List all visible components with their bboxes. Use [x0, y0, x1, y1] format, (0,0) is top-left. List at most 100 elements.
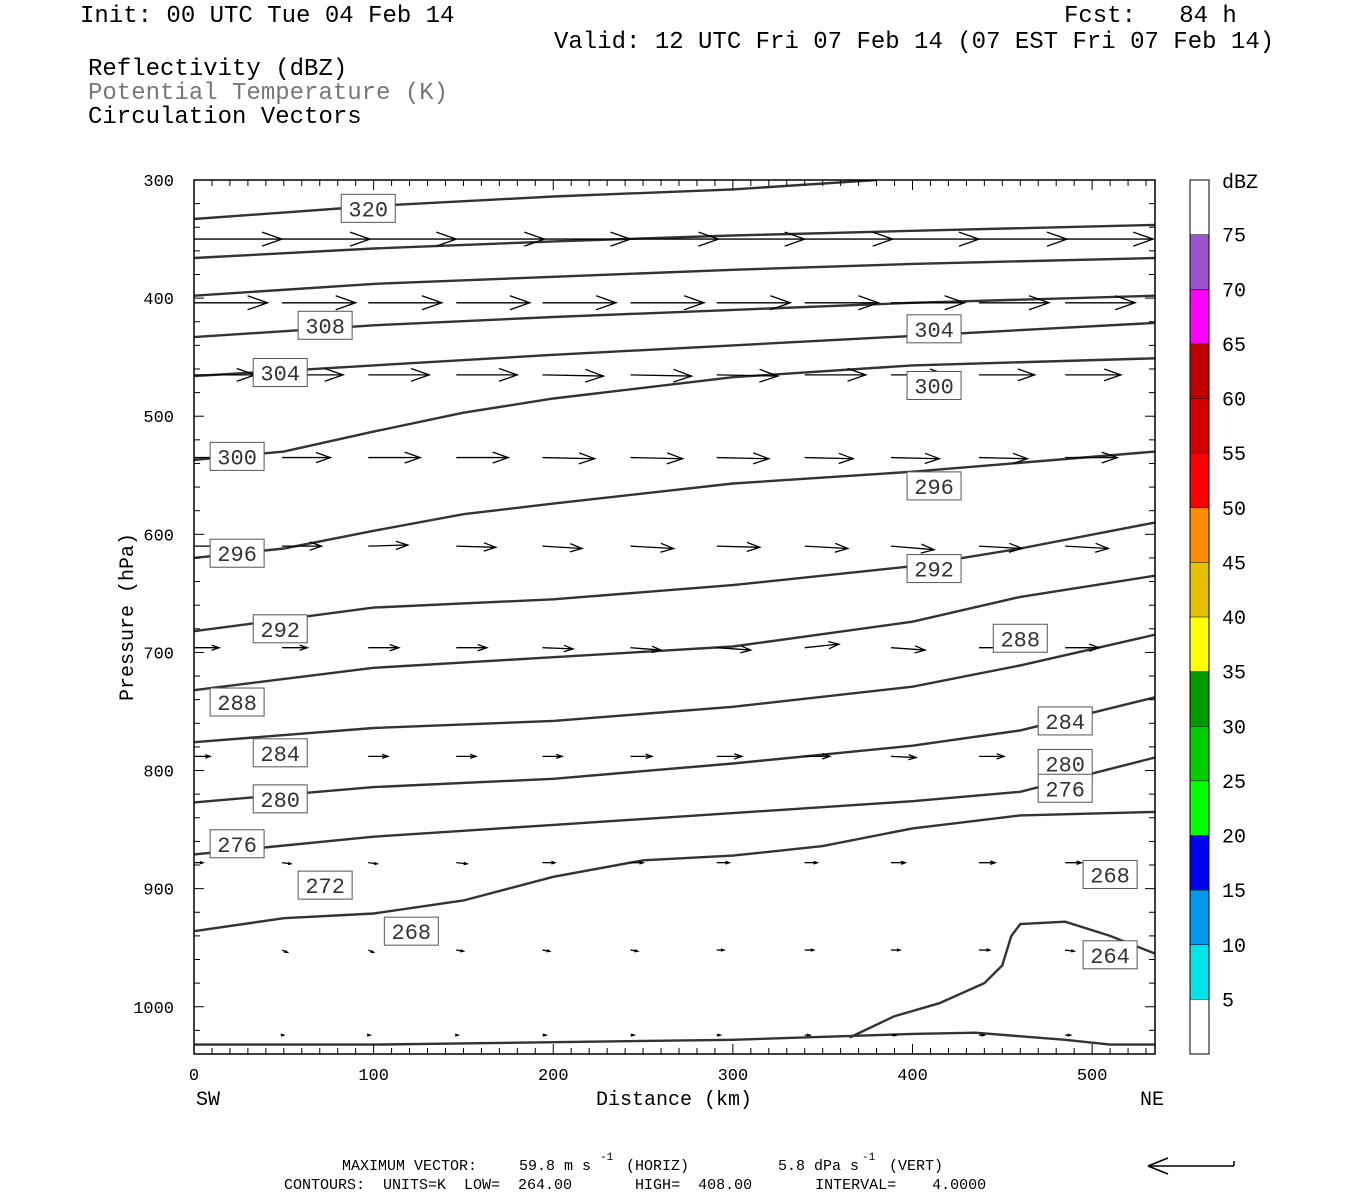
theta-contour-292 [194, 450, 1155, 560]
circulation-vector [1065, 643, 1102, 652]
circulation-vector [456, 451, 511, 464]
circulation-vector [454, 1033, 461, 1037]
circulation-vector [978, 231, 1069, 247]
colorbar-level-label: 10 [1222, 936, 1246, 959]
circulation-vector [281, 861, 293, 866]
colorbar-level-label: 15 [1222, 881, 1246, 904]
circulation-vector [804, 542, 850, 553]
colorbar-level-label: 30 [1222, 717, 1246, 740]
colorbar-level-label: 20 [1222, 827, 1246, 850]
svg-text:280: 280 [260, 789, 300, 814]
circulation-vector [804, 640, 841, 650]
circulation-vector [630, 542, 676, 553]
circulation-vector [1065, 542, 1111, 553]
circulation-vector [890, 1033, 899, 1037]
max-horiz-value: 59.8 m s [519, 1158, 592, 1175]
circulation-vector [890, 543, 937, 554]
circulation-vector [456, 861, 469, 866]
circulation-vector [194, 754, 213, 759]
contour-label-304: 304 [906, 314, 962, 344]
circulation-vector [978, 295, 1051, 311]
colorbar-bin [1190, 180, 1209, 235]
circulation-vector [542, 949, 552, 953]
svg-text:292: 292 [914, 559, 954, 584]
y-tick-label: 300 [143, 173, 174, 192]
circulation-vector [282, 541, 324, 551]
max-vector-label: MAXIMUM VECTOR: [342, 1158, 478, 1175]
circulation-vector [978, 542, 1025, 553]
circulation-vector [1065, 1033, 1073, 1037]
circulation-vector [890, 645, 928, 654]
colorbar-bin [1190, 289, 1209, 344]
svg-text:304: 304 [914, 319, 954, 344]
y-tick-label: 1000 [133, 1000, 174, 1019]
theta-contour-296 [194, 357, 1155, 462]
circulation-vector [456, 949, 466, 953]
svg-text:300: 300 [217, 446, 257, 471]
contour-label-288: 288 [209, 687, 265, 717]
circulation-vector [194, 860, 205, 865]
svg-text:268: 268 [392, 921, 432, 946]
circulation-vector [1065, 860, 1084, 866]
svg-text:308: 308 [305, 315, 345, 340]
colorbar-bin [1190, 617, 1209, 672]
circulation-vector [280, 1033, 286, 1037]
max-horiz-label: (HORIZ) [626, 1158, 690, 1175]
circulation-vector [630, 645, 663, 654]
circulation-vectors [194, 231, 1155, 1037]
circulation-vector [194, 231, 284, 247]
contour-labels: 3203083043043003002962962922922882882842… [209, 193, 1138, 970]
circulation-vector [978, 860, 998, 866]
svg-text:300: 300 [914, 376, 954, 401]
x-tick-label: 200 [538, 1067, 569, 1086]
colorbar-bin [1190, 944, 1209, 1000]
circulation-vector [716, 368, 780, 383]
circulation-vector [368, 540, 410, 551]
circulation-vector [630, 452, 685, 465]
circulation-vector [542, 753, 565, 760]
colorbar-level-label: 60 [1222, 390, 1246, 413]
circulation-vector [368, 861, 380, 866]
svg-text:288: 288 [217, 692, 257, 717]
circulation-vector [194, 644, 222, 651]
contour-label-284: 284 [1037, 706, 1093, 736]
theta-contour-268 [194, 810, 1155, 933]
y-tick-label: 400 [143, 291, 174, 310]
svg-text:284: 284 [1045, 711, 1085, 736]
colorbar-level-label: 65 [1222, 335, 1246, 358]
circulation-vector [456, 753, 478, 760]
x-tick-label: 400 [897, 1067, 928, 1086]
circulation-vector [542, 543, 584, 553]
circulation-vector [890, 860, 908, 865]
circulation-vector [630, 753, 654, 760]
circulation-vector [282, 451, 333, 464]
y-tick-labels: 300 400 500 600 700 800 900 1000 [133, 173, 174, 1019]
colorbar-level-label: 45 [1222, 553, 1246, 576]
circulation-vector [367, 949, 376, 954]
colorbar-bin [1190, 398, 1209, 454]
svg-text:276: 276 [1045, 778, 1085, 803]
field-vectors: Circulation Vectors [88, 104, 362, 131]
colorbar-level-label: 40 [1222, 608, 1246, 631]
svg-text:288: 288 [1000, 628, 1040, 653]
circulation-vector [542, 644, 575, 653]
theta-contour-280 [194, 633, 1155, 744]
theta-contour-276 [194, 696, 1155, 804]
svg-text:320: 320 [348, 198, 388, 223]
svg-text:292: 292 [260, 619, 300, 644]
circulation-vector [978, 753, 1007, 760]
theta-contour-272 [194, 756, 1155, 856]
circulation-vector [804, 1033, 813, 1037]
circulation-vector [542, 231, 633, 247]
circulation-vector [456, 542, 498, 552]
y-tick-label: 700 [143, 645, 174, 664]
contour-label-284: 284 [252, 738, 308, 768]
contour-label-300: 300 [209, 441, 265, 471]
colorbar-bin [1190, 835, 1209, 891]
circulation-vector [804, 753, 832, 760]
colorbar-bin [1190, 562, 1209, 617]
colorbar-bin [1190, 343, 1209, 399]
circulation-vector [630, 231, 721, 247]
x-tick-label: 300 [718, 1067, 749, 1086]
